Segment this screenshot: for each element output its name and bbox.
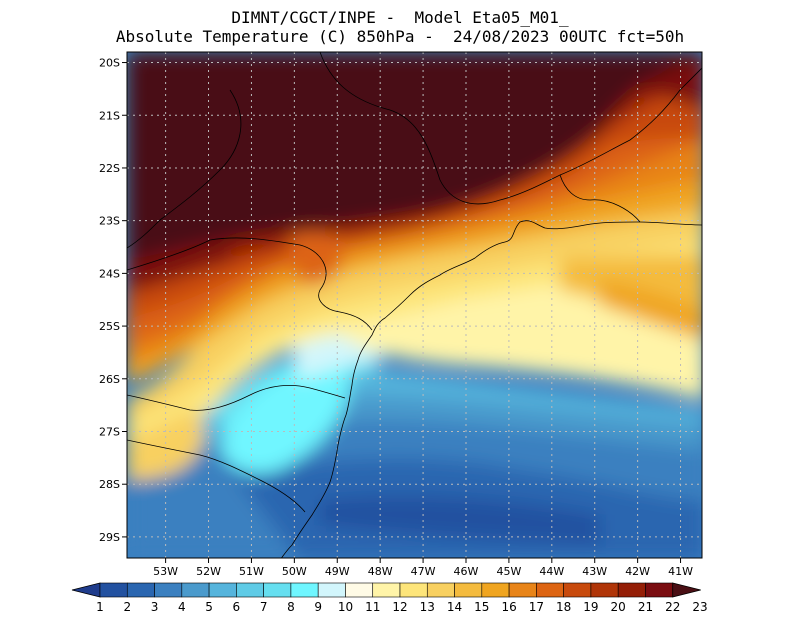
state-border-sp-mg <box>319 52 702 205</box>
state-border-sp-pr <box>127 237 373 331</box>
colorbar-label: 22 <box>665 600 680 614</box>
colorbar-label: 16 <box>501 600 516 614</box>
colorbar-swatch <box>99 582 128 598</box>
map-title-line-2: Absolute Temperature (C) 850hPa - 24/08/… <box>115 27 685 46</box>
lat-tick-label: 20S <box>99 57 120 70</box>
longitude-ticks: 53W 52W 51W 50W 49W 48W 47W 46W 45W 44W 43W 42W 41W <box>153 558 693 578</box>
state-border-sc-rs <box>127 439 306 513</box>
colorbar-swatch <box>126 582 155 598</box>
colorbar-label: 11 <box>365 600 380 614</box>
colorbar-label: 20 <box>611 600 626 614</box>
colorbar-swatch <box>236 582 264 598</box>
lon-tick-label: 46W <box>454 565 479 578</box>
lon-tick-label: 51W <box>239 565 264 578</box>
lat-tick-label: 25S <box>99 320 120 333</box>
colorbar-max-arrow <box>672 582 701 598</box>
colorbar-swatch <box>345 582 374 598</box>
lon-tick-label: 50W <box>282 565 307 578</box>
colorbar-swatch <box>208 582 237 598</box>
colorbar-swatch <box>645 582 674 598</box>
colorbar-label: 14 <box>447 600 462 614</box>
lat-tick-label: 24S <box>99 267 120 280</box>
colorbar-swatch <box>617 582 646 598</box>
colorbar-swatch <box>536 582 564 598</box>
colorbar-swatch <box>481 582 510 598</box>
colorbar-label: 8 <box>287 600 295 614</box>
state-border-mg-rj <box>559 174 641 223</box>
colorbar-swatch <box>426 582 455 598</box>
colorbar-label: 3 <box>151 600 159 614</box>
colorbar-label: 19 <box>583 600 598 614</box>
lat-tick-label: 23S <box>99 215 120 228</box>
colorbar-label: 18 <box>556 600 571 614</box>
lat-tick-label: 21S <box>99 109 120 122</box>
colorbar-label: 10 <box>338 600 353 614</box>
lon-tick-label: 48W <box>368 565 393 578</box>
lon-tick-label: 45W <box>496 565 521 578</box>
colorbar-label: 13 <box>420 600 435 614</box>
map-title-line-1: DIMNT/CGCT/INPE - Model Eta05_M01_ <box>231 8 569 27</box>
lon-tick-label: 52W <box>196 565 221 578</box>
colorbar-label: 15 <box>474 600 489 614</box>
lon-tick-label: 44W <box>539 565 564 578</box>
lat-tick-label: 29S <box>99 531 120 544</box>
lon-tick-label: 41W <box>668 565 693 578</box>
colorbar: 1 2 3 4 5 6 7 8 9 10 11 12 13 14 15 16 17 18 19 20 21 22 23 <box>71 582 708 614</box>
colorbar-label: 6 <box>233 600 241 614</box>
colorbar-label: 9 <box>314 600 322 614</box>
state-border-interior <box>127 89 242 249</box>
colorbar-swatch <box>290 582 319 598</box>
colorbar-swatch <box>590 582 619 598</box>
colorbar-min-arrow <box>71 582 101 598</box>
lat-lon-gridlines <box>127 52 702 558</box>
lon-tick-label: 47W <box>411 565 436 578</box>
colorbar-swatch <box>563 582 592 598</box>
colorbar-label: 23 <box>692 600 707 614</box>
lat-tick-label: 22S <box>99 162 120 175</box>
colorbar-label: 7 <box>260 600 268 614</box>
colorbar-swatch <box>154 582 183 598</box>
colorbar-label: 1 <box>96 600 104 614</box>
colorbar-label: 21 <box>638 600 653 614</box>
colorbar-swatch <box>263 582 292 598</box>
coastline-and-borders <box>127 52 702 558</box>
colorbar-label: 2 <box>123 600 131 614</box>
state-border-pr-sc <box>127 384 346 411</box>
colorbar-swatch <box>181 582 210 598</box>
colorbar-swatch <box>317 582 346 598</box>
map-frame <box>126 51 703 559</box>
colorbar-swatch <box>454 582 483 598</box>
lat-tick-label: 26S <box>99 373 120 386</box>
lon-tick-label: 43W <box>582 565 607 578</box>
colorbar-label: 12 <box>392 600 407 614</box>
colorbar-label: 17 <box>529 600 544 614</box>
coastline <box>280 220 702 558</box>
lon-tick-label: 53W <box>153 565 178 578</box>
latitude-ticks: 20S 21S 22S 23S 24S 25S 26S 27S 28S 29S <box>99 57 127 544</box>
colorbar-swatch <box>372 582 401 598</box>
temperature-field <box>127 52 702 558</box>
colorbar-swatch <box>508 582 537 598</box>
colorbar-label: 5 <box>205 600 213 614</box>
lat-tick-label: 28S <box>99 478 120 491</box>
colorbar-swatch <box>399 582 428 598</box>
colorbar-label: 4 <box>178 600 186 614</box>
lon-tick-label: 49W <box>325 565 350 578</box>
lat-tick-label: 27S <box>99 426 120 439</box>
lon-tick-label: 42W <box>625 565 650 578</box>
